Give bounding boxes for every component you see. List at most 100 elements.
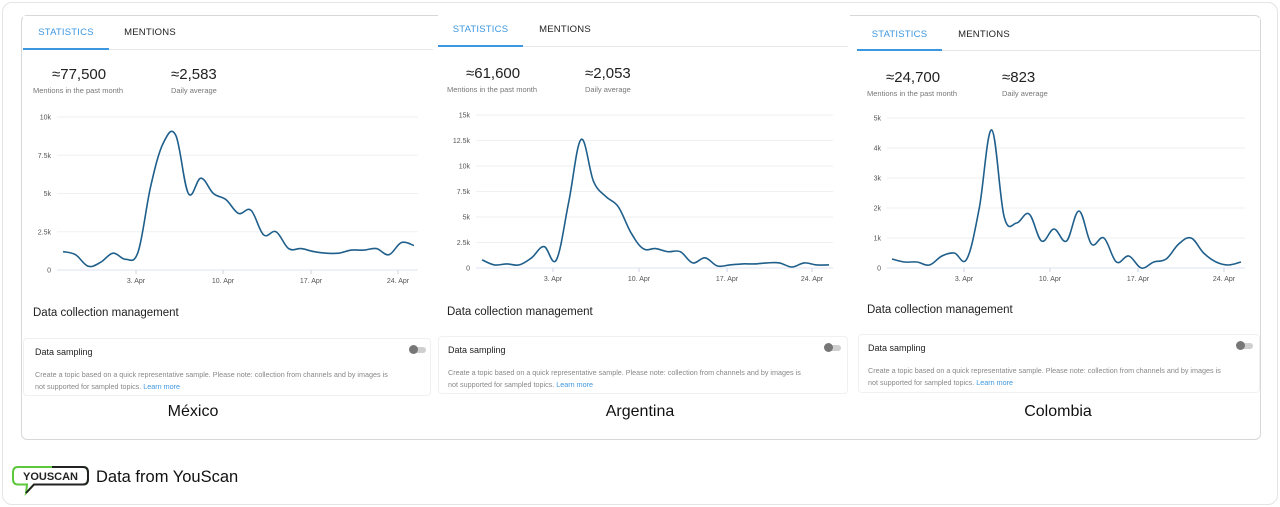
sampling-description: Create a topic based on a quick represen… [35, 369, 395, 393]
sampling-toggle[interactable] [824, 343, 841, 352]
tab-mentions[interactable]: MENTIONS [539, 24, 591, 35]
mentions-line [891, 129, 1242, 269]
tab-bar: STATISTICS MENTIONS [438, 15, 848, 47]
x-tick-label: 17. Apr [1127, 276, 1150, 283]
y-tick-label: 2.5k [38, 229, 52, 236]
y-tick-label: 10k [40, 115, 52, 122]
section-title: Data collection management [447, 306, 593, 318]
learn-more-link[interactable]: Learn more [143, 382, 181, 391]
sampling-description: Create a topic based on a quick represen… [448, 367, 808, 391]
x-tick-label: 24. Apr [387, 278, 410, 285]
y-tick-label: 1k [874, 236, 882, 243]
panel-colombia: STATISTICS MENTIONS ≈24,700 Mentions in … [857, 18, 1260, 396]
country-label-mexico: México [167, 403, 219, 420]
learn-more-link[interactable]: Learn more [556, 380, 594, 389]
toggle-knob [1236, 341, 1245, 350]
sampling-toggle[interactable] [409, 345, 426, 354]
mentions-label: Mentions in the past month [33, 86, 124, 95]
panel-argentina: STATISTICS MENTIONS ≈61,600 Mentions in … [438, 15, 850, 395]
mentions-chart: 0 1k 2k 3k 4k 5k 3. Apr 10. Apr 17. Apr 24. Apr [857, 18, 1269, 303]
country-label-argentina: Argentina [605, 403, 675, 420]
data-sampling-card: Data sampling Create a topic based on a … [438, 336, 848, 394]
line-chart-svg: 0 1k 2k 3k 4k 5k 3. Apr 10. Apr 17. Apr 24. Apr [874, 116, 1245, 283]
y-tick-label: 12.5k [453, 138, 471, 145]
daily-value: ≈2,583 [171, 66, 217, 83]
line-chart-svg: 0 2.5k 5k 7.5k 10k 12.5k 15k 3. Apr 10. Apr 17. A… [453, 113, 833, 283]
description-text: Create a topic based on a quick represen… [868, 366, 1221, 387]
sampling-title: Data sampling [35, 347, 93, 357]
mentions-chart: 0 2.5k 5k 7.5k 10k 12.5k 15k 3. Apr 10. Apr 17. A… [438, 15, 850, 300]
y-tick-label: 5k [44, 191, 52, 198]
sampling-title: Data sampling [868, 343, 926, 353]
section-title: Data collection management [33, 307, 179, 319]
y-tick-label: 15k [459, 113, 471, 120]
y-tick-label: 2k [874, 206, 882, 213]
stat-mentions: ≈61,600 Mentions in the past month [447, 65, 537, 94]
tab-bar: STATISTICS MENTIONS [23, 16, 433, 50]
learn-more-link[interactable]: Learn more [976, 378, 1014, 387]
mentions-line [62, 130, 415, 268]
footer-caption: Data from YouScan [96, 468, 239, 486]
daily-value: ≈823 [1002, 69, 1036, 86]
daily-label: Daily average [1002, 89, 1048, 98]
stat-daily-average: ≈2,053 Daily average [585, 65, 631, 94]
stat-daily-average: ≈2,583 Daily average [171, 66, 217, 95]
y-tick-label: 10k [459, 164, 471, 171]
line-chart-svg: 0 2.5k 5k 7.5k 10k 3. Apr 10. Apr 17. Apr 24. Ap… [38, 115, 418, 285]
y-tick-label: 0 [47, 268, 51, 275]
stat-mentions: ≈77,500 Mentions in the past month [33, 66, 123, 95]
x-tick-label: 10. Apr [628, 276, 651, 283]
mentions-line [481, 138, 830, 268]
x-tick-label: 24. Apr [801, 276, 824, 283]
data-sampling-card: Data sampling Create a topic based on a … [23, 338, 431, 396]
stat-daily-average: ≈823 Daily average [1002, 69, 1048, 98]
mentions-label: Mentions in the past month [447, 85, 538, 94]
tab-mentions[interactable]: MENTIONS [958, 29, 1010, 40]
tab-bar: STATISTICS MENTIONS [857, 18, 1260, 51]
tab-statistics[interactable]: STATISTICS [857, 18, 942, 51]
panel-mexico: STATISTICS MENTIONS ≈77,500 Mentions in … [23, 16, 433, 396]
description-text: Create a topic based on a quick represen… [448, 368, 801, 389]
daily-label: Daily average [585, 85, 631, 94]
daily-value: ≈2,053 [585, 65, 631, 82]
mentions-value: ≈61,600 [466, 65, 521, 82]
x-tick-label: 3. Apr [955, 276, 974, 283]
mentions-chart: 0 2.5k 5k 7.5k 10k 3. Apr 10. Apr 17. Apr 24. Ap… [23, 16, 435, 301]
x-tick-label: 24. Apr [1213, 276, 1236, 283]
toggle-knob [409, 345, 418, 354]
x-tick-label: 17. Apr [300, 278, 323, 285]
x-tick-label: 3. Apr [544, 276, 563, 283]
y-tick-label: 7.5k [38, 153, 52, 160]
y-tick-label: 0 [466, 266, 470, 273]
x-tick-label: 17. Apr [716, 276, 739, 283]
y-tick-label: 5k [874, 116, 882, 123]
svg-text:YOUSCAN: YOUSCAN [23, 471, 78, 483]
y-tick-label: 7.5k [457, 189, 471, 196]
x-tick-label: 3. Apr [127, 278, 146, 285]
stat-mentions: ≈24,700 Mentions in the past month [867, 69, 957, 98]
mentions-value: ≈24,700 [886, 69, 941, 86]
y-tick-label: 5k [463, 215, 471, 222]
country-label-colombia: Colombia [1024, 403, 1092, 420]
y-tick-label: 4k [874, 146, 882, 153]
mentions-value: ≈77,500 [52, 66, 107, 83]
tab-statistics[interactable]: STATISTICS [23, 16, 109, 50]
x-tick-label: 10. Apr [212, 278, 235, 285]
y-tick-label: 0 [877, 266, 881, 273]
tab-statistics[interactable]: STATISTICS [438, 15, 523, 47]
y-tick-label: 2.5k [457, 240, 471, 247]
section-title: Data collection management [867, 304, 1013, 316]
sampling-description: Create a topic based on a quick represen… [868, 365, 1228, 389]
data-sampling-card: Data sampling Create a topic based on a … [858, 334, 1260, 393]
daily-label: Daily average [171, 86, 217, 95]
sampling-title: Data sampling [448, 345, 506, 355]
y-tick-label: 3k [874, 176, 882, 183]
x-tick-label: 10. Apr [1039, 276, 1062, 283]
sampling-toggle[interactable] [1236, 341, 1253, 350]
mentions-label: Mentions in the past month [867, 89, 958, 98]
tab-mentions[interactable]: MENTIONS [124, 27, 176, 38]
youscan-logo-icon: YOUSCAN [12, 466, 89, 496]
toggle-knob [824, 343, 833, 352]
description-text: Create a topic based on a quick represen… [35, 370, 388, 391]
